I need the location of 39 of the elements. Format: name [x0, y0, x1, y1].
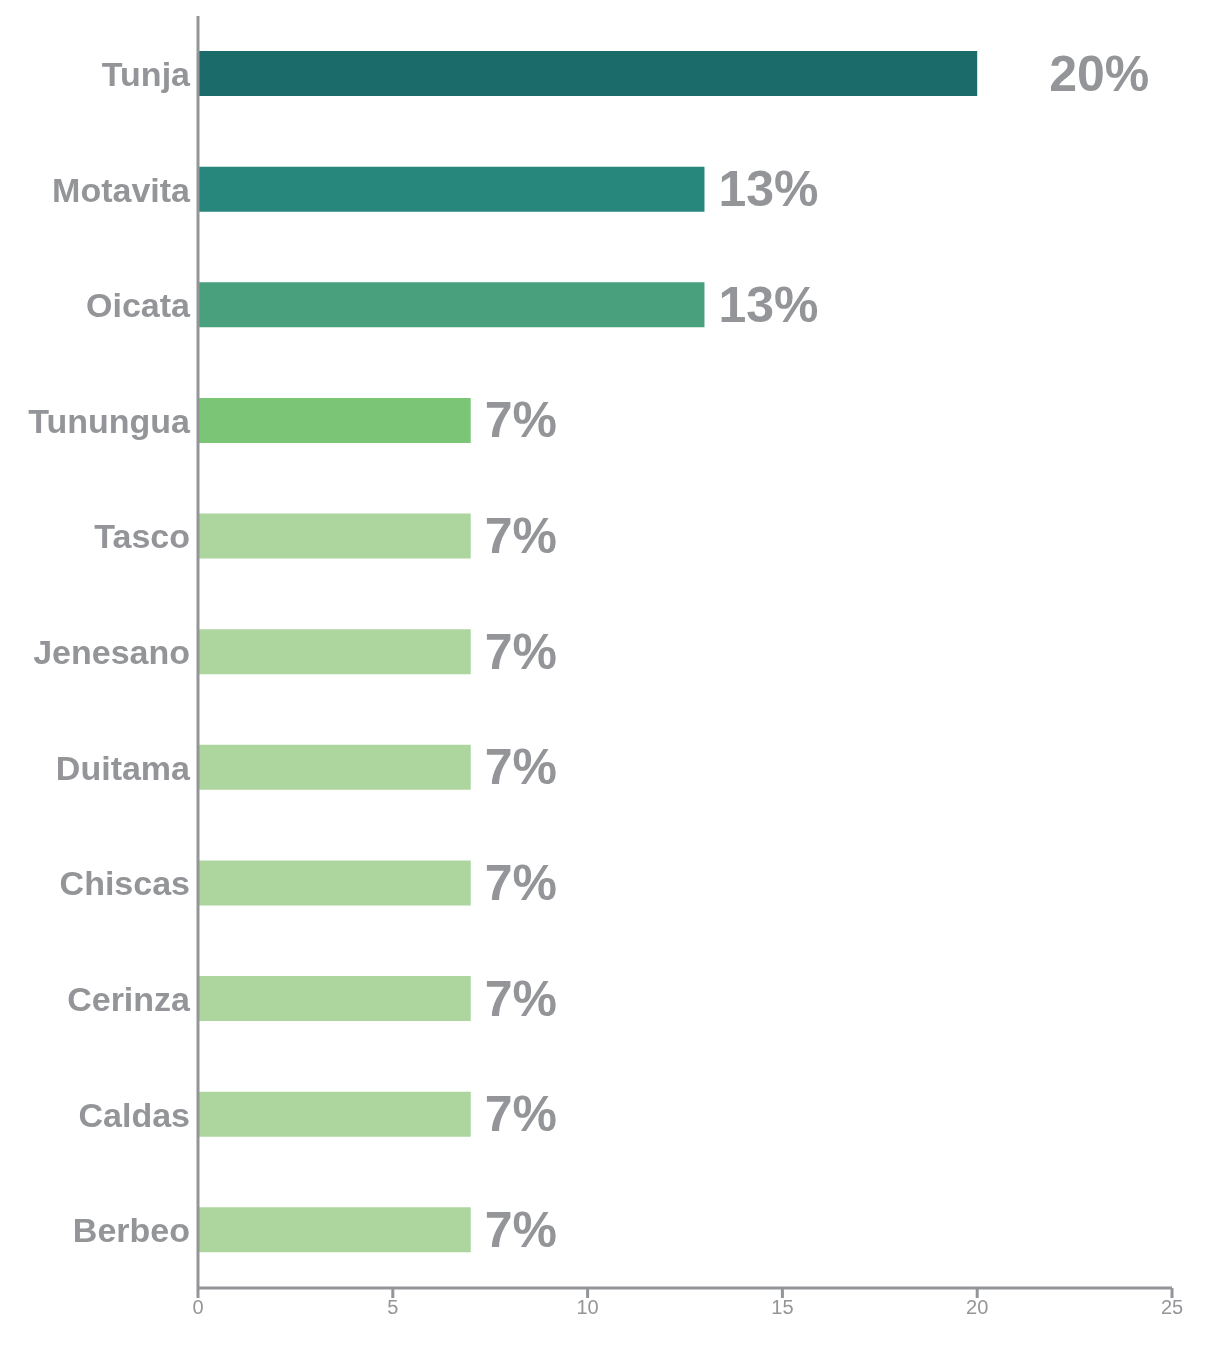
data-label: 13% — [718, 161, 819, 218]
y-tick-label: Motavita — [52, 170, 192, 209]
bar — [198, 51, 978, 96]
y-tick-label: Chiscas — [59, 864, 190, 903]
bar — [198, 629, 471, 675]
data-label: 7% — [484, 1201, 557, 1258]
y-tick-label: Cerinza — [67, 979, 192, 1018]
bar — [198, 976, 471, 1022]
bar — [198, 1207, 471, 1253]
data-label: 7% — [484, 623, 557, 680]
y-tick-label: Oicata — [86, 286, 192, 325]
y-tick-label: Tasco — [94, 517, 190, 556]
bar — [198, 1091, 471, 1137]
data-label: 13% — [718, 276, 819, 333]
x-tick-label: 15 — [771, 1296, 794, 1319]
bar — [198, 397, 471, 443]
x-tick-label: 10 — [576, 1296, 599, 1319]
x-tick-label: 5 — [387, 1296, 399, 1319]
data-label: 7% — [484, 1086, 557, 1143]
bar — [198, 166, 705, 212]
bar — [198, 860, 471, 906]
data-label: 7% — [484, 739, 557, 796]
data-label: 7% — [484, 854, 557, 911]
bar — [198, 744, 471, 790]
y-tick-label: Caldas — [78, 1095, 190, 1134]
y-tick-label: Tunungua — [28, 401, 192, 440]
y-tick-label: Duitama — [55, 748, 192, 787]
x-tick-label: 0 — [192, 1296, 204, 1319]
x-tick-label: 25 — [1160, 1296, 1184, 1319]
data-label: 7% — [484, 970, 557, 1027]
bar — [198, 282, 705, 328]
data-label: 7% — [484, 392, 557, 449]
data-label: 7% — [484, 508, 557, 565]
y-tick-label: Tunja — [101, 54, 192, 93]
y-tick-label: Berbeo — [72, 1211, 190, 1250]
data-label: 20% — [1049, 45, 1150, 102]
x-tick-label: 20 — [966, 1296, 989, 1319]
y-tick-label: Jenesano — [33, 633, 190, 672]
bar — [198, 513, 471, 559]
